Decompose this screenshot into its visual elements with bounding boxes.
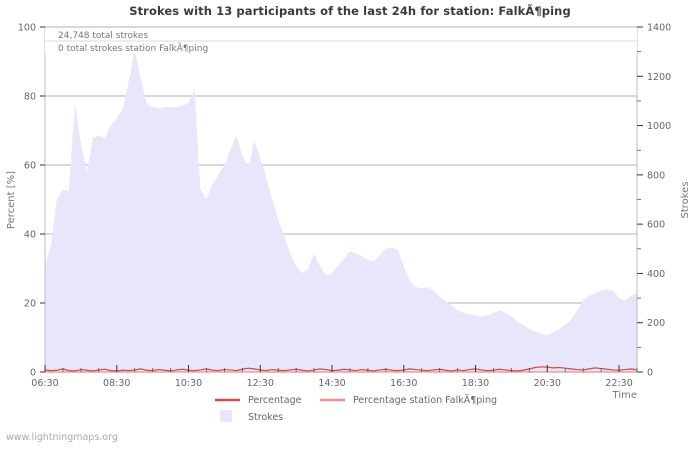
x-tick-label: 12:30 [247,378,274,389]
y-tick-label-left: 0 [30,368,36,379]
x-tick-label: 16:30 [390,378,417,389]
legend-label: Percentage [248,395,302,406]
y-axis-label-right: Strokes [680,181,691,218]
annotation-box: 24,748 total strokes 0 total strokes sta… [45,28,637,54]
y-tick-label-right: 1400 [647,23,671,34]
x-tick-label: 08:30 [103,378,130,389]
x-axis-label: Time [612,390,637,401]
annotation-total-strokes: 24,748 total strokes [58,31,148,41]
y-tick-label-left: 60 [24,161,36,172]
legend-label: Percentage station FalkÃ¶ping [353,395,497,406]
x-tick-label: 22:30 [605,378,632,389]
y-tick-label-right: 600 [647,220,665,231]
legend-label: Strokes [248,412,283,423]
site-footer: www.lightningmaps.org [6,432,118,443]
x-tick-label: 06:30 [31,378,58,389]
y-tick-label-left: 20 [24,299,36,310]
x-tick-label: 20:30 [534,378,561,389]
legend-item[interactable]: Percentage station FalkÃ¶ping [320,395,497,406]
y-tick-label-left: 100 [18,23,36,34]
y-tick-label-left: 80 [24,92,36,103]
chart-legend: Percentage Percentage station FalkÃ¶ping S… [215,395,497,423]
strokes-area-path [45,49,637,373]
x-tick-label: 18:30 [462,378,489,389]
x-tick-label: 10:30 [175,378,202,389]
strokes-area-series [45,49,637,373]
legend-item[interactable]: Percentage [215,395,302,406]
legend-item[interactable]: Strokes [220,410,283,423]
percentage-line [44,366,638,372]
axis-ticks [40,26,643,373]
axis-tick-labels: 020406080100020040060080010001200140006:… [18,23,671,390]
y-tick-label-right: 200 [647,318,665,329]
annotation-station-strokes: 0 total strokes station FalkÃ¶ping [58,43,208,54]
chart-title: Strokes with 13 participants of the last… [129,4,571,18]
x-tick-label: 14:30 [318,378,345,389]
legend-area-swatch [220,410,232,422]
y-tick-label-right: 1200 [647,72,671,83]
y-tick-label-left: 40 [24,230,36,241]
y-tick-label-right: 400 [647,269,665,280]
y-tick-label-right: 0 [647,368,653,379]
y-tick-label-right: 1000 [647,121,671,132]
percentage-line-series [44,366,638,373]
y-tick-label-right: 800 [647,170,665,181]
y-axis-label-left: Percent [%] [6,171,17,229]
